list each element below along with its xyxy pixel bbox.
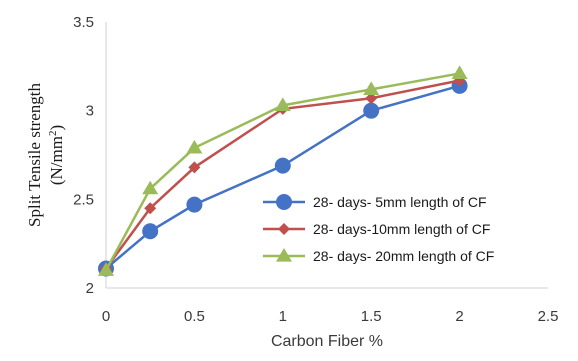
x-tick-label: 1 — [279, 308, 287, 325]
x-tick-label: 2 — [455, 308, 463, 325]
x-tick-label: 1.5 — [361, 308, 382, 325]
y-axis-label: Split Tensile strength (N/mm2) — [25, 83, 66, 227]
legend-marker — [276, 248, 292, 262]
series-line — [104, 72, 460, 271]
data-point — [186, 196, 203, 213]
data-point — [451, 65, 468, 80]
x-tick-label: 0 — [102, 308, 110, 325]
y-axis-label-sup: 2 — [47, 131, 59, 137]
data-point — [98, 262, 114, 276]
x-axis-label: Carbon Fiber % — [271, 333, 383, 350]
series-line — [105, 84, 460, 270]
y-tick-label: 2 — [86, 280, 94, 297]
legend-label: 28- days- 5mm length of CF — [313, 194, 487, 210]
data-point — [142, 223, 159, 240]
x-tick-label: 2.5 — [538, 308, 559, 325]
x-tick-label: 0.5 — [184, 308, 205, 325]
y-tick-label: 2.5 — [73, 191, 94, 208]
series-3 — [98, 65, 468, 276]
legend: 28- days- 5mm length of CF 28- days-10mm … — [263, 194, 494, 264]
legend-label: 28- days- 20mm length of CF — [313, 248, 494, 264]
data-point — [144, 202, 157, 215]
x-tick-labels: 0 0.5 1 1.5 2 2.5 — [102, 308, 559, 325]
data-point — [274, 157, 291, 174]
y-axis-label-line2: (N/mm2) — [47, 125, 66, 185]
axes — [105, 22, 548, 289]
series-line — [104, 79, 460, 270]
y-tick-labels: 2 2.5 3 3.5 — [73, 14, 94, 297]
data-point — [274, 97, 291, 111]
legend-marker — [278, 223, 290, 235]
data-point — [363, 102, 380, 119]
legend-item: 28- days- 20mm length of CF — [263, 248, 494, 264]
legend-item: 28- days-10mm length of CF — [263, 221, 490, 237]
legend-marker — [276, 194, 292, 210]
data-point — [188, 161, 201, 174]
data-point — [186, 139, 203, 154]
data-point — [365, 92, 378, 105]
data-point — [142, 180, 159, 195]
y-tick-label: 3 — [86, 103, 94, 120]
y-axis-label-line1: Split Tensile strength — [25, 83, 44, 227]
legend-item: 28- days- 5mm length of CF — [263, 194, 487, 210]
series-layer — [98, 65, 468, 277]
y-tick-label: 3.5 — [73, 14, 94, 31]
legend-label: 28- days-10mm length of CF — [313, 221, 490, 237]
data-point — [363, 81, 380, 95]
